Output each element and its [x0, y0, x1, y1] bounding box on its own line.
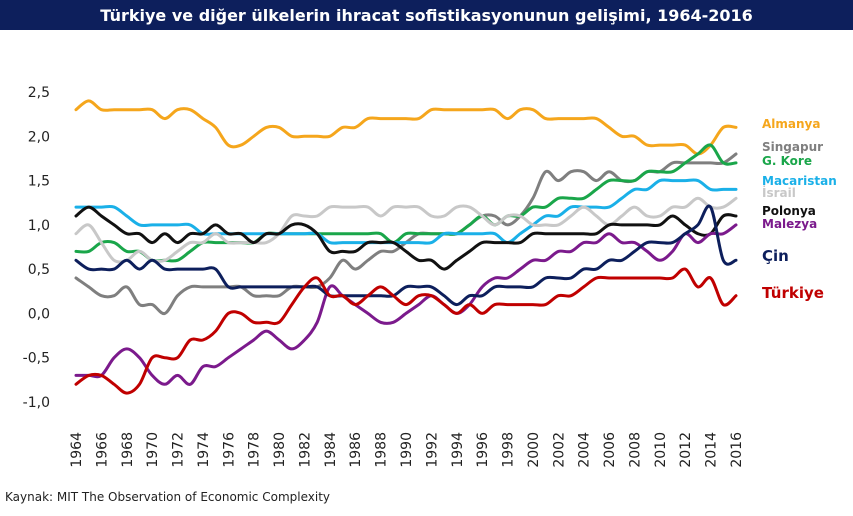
x-axis: 1964 1966 1968 1970 1972 1974 1976 1978 1980 1982… [69, 432, 745, 468]
y-tick-label: -1,0 [23, 395, 50, 411]
x-tick-label: 1980 [272, 432, 288, 468]
series-lines [74, 99, 738, 395]
x-tick-label: 1992 [424, 432, 440, 468]
line-chart: 2,52,01,51,00,50,0-0,5-1,0 1964 1966 1968 1… [23, 85, 837, 468]
legend-label: Türkiye [762, 284, 824, 302]
x-tick-label: 1964 [69, 432, 85, 468]
x-tick-label: 2006 [602, 432, 618, 468]
x-tick-label: 2002 [551, 432, 567, 468]
x-tick-label: 1988 [374, 432, 390, 468]
x-tick-label: 2000 [526, 432, 542, 468]
x-tick-label: 1986 [348, 432, 364, 468]
x-tick-label: 2004 [577, 432, 593, 468]
series-line-g-kore [74, 143, 738, 263]
x-tick-label: 1968 [120, 432, 136, 468]
series-line-t-rkiye [74, 267, 738, 395]
x-tick-label: 1978 [247, 432, 263, 468]
y-tick-label: 0,0 [28, 306, 50, 322]
y-tick-label: 2,0 [28, 129, 50, 145]
legend-label: Çin [762, 247, 789, 265]
chart-title: Türkiye ve diğer ülkelerin ihracat sofis… [0, 0, 853, 30]
x-tick-label: 2012 [678, 432, 694, 468]
series-line-malezya [74, 223, 738, 386]
x-tick-label: 2008 [627, 432, 643, 468]
legend-label: Almanya [762, 117, 820, 131]
y-tick-label: -0,5 [23, 351, 50, 367]
x-tick-label: 2014 [704, 432, 720, 468]
x-tick-label: 1984 [323, 432, 339, 468]
y-tick-label: 2,5 [28, 85, 50, 101]
legend-label: Polonya [762, 204, 816, 218]
x-tick-label: 1998 [501, 432, 517, 468]
legend-label: Malezya [762, 217, 817, 231]
y-tick-label: 1,0 [28, 218, 50, 234]
y-tick-label: 0,5 [28, 262, 50, 278]
x-tick-label: 1966 [94, 432, 110, 468]
x-tick-label: 1970 [145, 432, 161, 468]
x-tick-label: 1972 [171, 432, 187, 468]
x-tick-label: 1982 [297, 432, 313, 468]
x-tick-label: 1994 [450, 432, 466, 468]
x-tick-label: 1976 [221, 432, 237, 468]
x-tick-label: 2010 [653, 432, 669, 468]
x-tick-label: 1996 [475, 432, 491, 468]
source-note: Kaynak: MIT The Observation of Economic … [5, 490, 330, 504]
legend-label: Macaristan [762, 174, 837, 188]
legend-label: Singapur [762, 140, 823, 154]
legend-label: G. Kore [762, 154, 812, 168]
y-axis: 2,5 2,0 1,5 1,0 0,5 0,0 -0,5 -1,0 [23, 85, 50, 411]
series-line-i-srail [74, 196, 738, 264]
series-line-macaristan [74, 178, 738, 245]
y-tick-label: 1,5 [28, 174, 50, 190]
series-line-polonya [74, 205, 738, 271]
legend-label: İsrail [762, 185, 796, 200]
series-line--in [74, 204, 738, 307]
x-tick-label: 1974 [196, 432, 212, 468]
x-tick-label: 1990 [399, 432, 415, 468]
series-line-almanya [74, 99, 738, 156]
x-tick-label: 2016 [729, 432, 745, 468]
